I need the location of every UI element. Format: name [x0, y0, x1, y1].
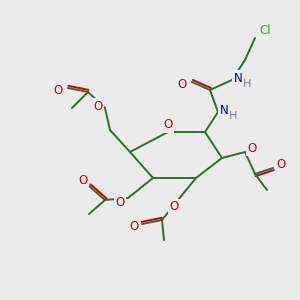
Text: N: N — [234, 71, 242, 85]
Text: O: O — [169, 200, 178, 214]
Text: O: O — [78, 173, 88, 187]
Text: O: O — [276, 158, 286, 170]
Text: O: O — [177, 77, 187, 91]
Text: H: H — [243, 79, 251, 89]
Text: O: O — [53, 83, 63, 97]
Text: O: O — [93, 100, 103, 112]
Text: O: O — [164, 118, 172, 131]
Text: O: O — [129, 220, 139, 232]
Text: O: O — [116, 196, 124, 208]
Text: O: O — [248, 142, 256, 154]
Text: H: H — [229, 111, 237, 121]
Text: Cl: Cl — [259, 23, 271, 37]
Text: N: N — [220, 103, 228, 116]
